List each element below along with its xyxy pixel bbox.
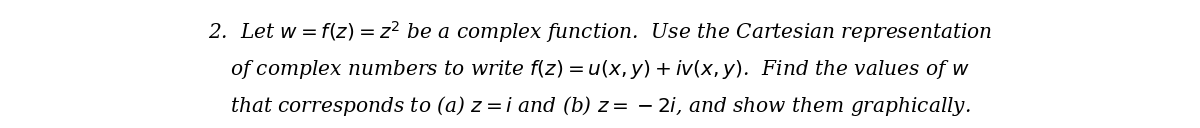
Text: that corresponds to (a) $z = i$ and (b) $z = -2i$, and show them graphically.: that corresponds to (a) $z = i$ and (b) … <box>229 94 971 118</box>
Text: 2.  Let $w = f(z) = z^2$ be a complex function.  Use the Cartesian representatio: 2. Let $w = f(z) = z^2$ be a complex fun… <box>208 19 992 45</box>
Text: of complex numbers to write $f(z) = u(x, y) + iv(x, y)$.  Find the values of $w$: of complex numbers to write $f(z) = u(x,… <box>230 58 970 81</box>
